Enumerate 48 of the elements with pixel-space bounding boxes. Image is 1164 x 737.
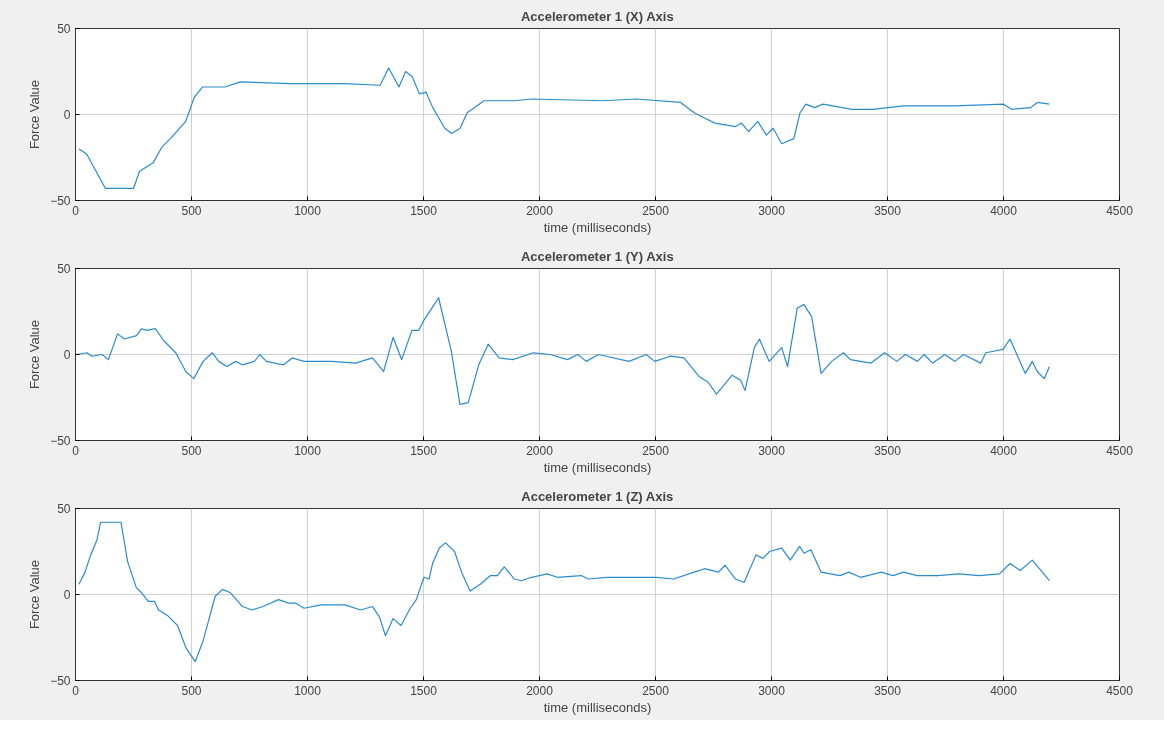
line-series <box>78 67 1051 190</box>
chart-title: Accelerometer 1 (Y) Axis <box>520 248 674 264</box>
y-tick-label: −50 <box>50 194 71 208</box>
x-tick-label: 4000 <box>990 443 1018 458</box>
y-axis-title: Force Value <box>27 559 43 630</box>
x-tick-label: 1500 <box>410 203 438 218</box>
x-tick-label: 1000 <box>294 683 322 698</box>
x-tick-label: 3000 <box>758 203 786 218</box>
x-tick-label: 4500 <box>1106 443 1134 458</box>
x-tick-label: 500 <box>181 203 202 218</box>
line-series <box>78 521 1051 663</box>
line-series <box>75 297 1051 405</box>
x-tick-label: 2000 <box>526 683 554 698</box>
y-axis-title: Force Value <box>27 79 43 150</box>
y-tick-label: 50 <box>57 22 71 36</box>
y-tick-label: 0 <box>63 588 71 602</box>
x-tick-label: 1500 <box>410 683 438 698</box>
x-tick-label: 3500 <box>874 683 902 698</box>
y-tick-label: 0 <box>63 348 71 362</box>
y-tick-label: 0 <box>63 108 71 122</box>
x-tick-label: 2000 <box>526 203 554 218</box>
y-tick-label: 50 <box>57 262 71 276</box>
x-tick-label: 4500 <box>1106 203 1134 218</box>
x-tick-label: 2000 <box>526 443 554 458</box>
x-tick-label: 1500 <box>410 443 438 458</box>
chart-title: Accelerometer 1 (Z) Axis <box>521 488 674 504</box>
x-axis-title: time (milliseconds) <box>543 219 652 235</box>
x-tick-label: 2500 <box>642 443 670 458</box>
x-tick-label: 4500 <box>1106 683 1134 698</box>
x-axis-title: time (milliseconds) <box>543 699 652 715</box>
x-tick-label: 1000 <box>294 203 322 218</box>
x-tick-label: 1000 <box>294 443 322 458</box>
x-tick-label: 2500 <box>642 203 670 218</box>
x-axis-title: time (milliseconds) <box>543 459 652 475</box>
x-tick-label: 4000 <box>990 683 1018 698</box>
x-tick-label: 2500 <box>642 683 670 698</box>
y-axis-title: Force Value <box>27 319 43 390</box>
x-tick-label: 500 <box>181 683 202 698</box>
x-tick-label: 3500 <box>874 443 902 458</box>
x-tick-label: 500 <box>181 443 202 458</box>
x-tick-label: 3000 <box>758 443 786 458</box>
y-tick-label: −50 <box>50 434 71 448</box>
x-tick-label: 3000 <box>758 683 786 698</box>
x-tick-label: 3500 <box>874 203 902 218</box>
y-tick-label: −50 <box>50 674 71 688</box>
y-tick-label: 50 <box>57 502 71 516</box>
x-tick-label: 4000 <box>990 203 1018 218</box>
chart-title: Accelerometer 1 (X) Axis <box>520 8 674 24</box>
